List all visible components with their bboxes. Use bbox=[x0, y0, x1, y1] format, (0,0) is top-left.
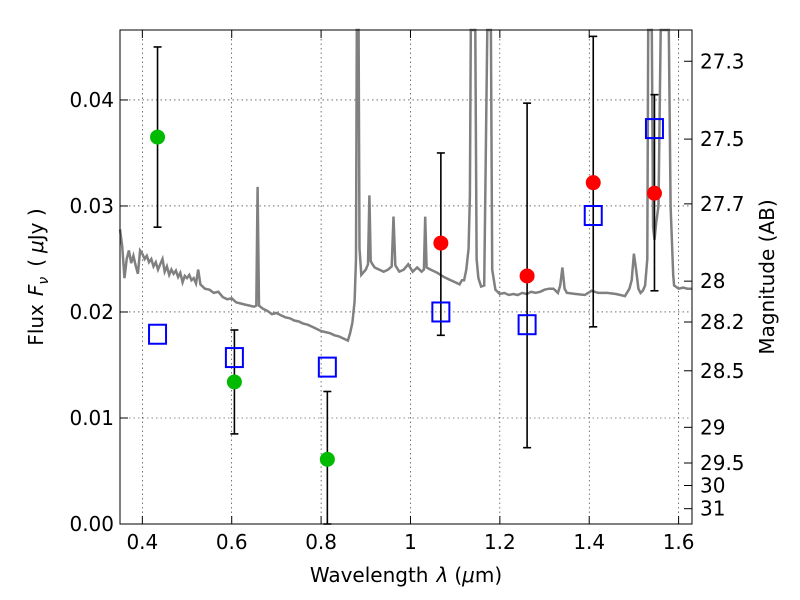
data-point-circle bbox=[646, 185, 662, 201]
data-point-square bbox=[517, 314, 537, 336]
y2-tick-label: 28.5 bbox=[700, 359, 745, 383]
data-point-circle bbox=[319, 451, 335, 467]
y2-tick-label: 27.5 bbox=[700, 127, 745, 151]
spectrum-layer bbox=[118, 28, 692, 343]
y2-tick-label: 27.3 bbox=[700, 49, 745, 73]
errorbar-layer bbox=[153, 35, 659, 525]
marker-layer bbox=[148, 118, 664, 467]
y2-axis-label: Magnitude (AB) bbox=[755, 199, 779, 354]
y2-tick-label: 28.2 bbox=[700, 310, 745, 334]
data-point-circle bbox=[519, 268, 535, 284]
x-tick-label: 1.2 bbox=[484, 530, 516, 554]
y-tick-label: 0.01 bbox=[69, 406, 114, 430]
y2-tick-label: 29 bbox=[700, 415, 725, 439]
data-point-square bbox=[148, 323, 168, 345]
data-point-square bbox=[644, 118, 664, 140]
y-tick-label: 0.00 bbox=[69, 512, 114, 536]
y-axis-ticks: 0.00 0.01 0.02 0.03 0.04 bbox=[69, 88, 128, 536]
y2-tick-label: 27.7 bbox=[700, 192, 745, 216]
x-axis-ticks: 0.4 0.6 0.8 1 1.2 1.4 1.6 bbox=[126, 30, 695, 554]
y-tick-label: 0.03 bbox=[69, 194, 114, 218]
y2-tick-label: 29.5 bbox=[700, 451, 745, 475]
data-point-square bbox=[224, 347, 244, 369]
y-tick-label: 0.04 bbox=[69, 88, 114, 112]
x-tick-label: 0.6 bbox=[216, 530, 248, 554]
y2-tick-label: 28 bbox=[700, 269, 725, 293]
data-point-square bbox=[583, 205, 603, 227]
data-point-square bbox=[431, 301, 451, 323]
data-point-circle bbox=[226, 374, 242, 390]
y-axis-label: FluxFν(μJy ) bbox=[24, 208, 52, 345]
x-tick-label: 1.4 bbox=[573, 530, 605, 554]
spectrum-line bbox=[118, 28, 692, 343]
data-point-circle bbox=[433, 235, 449, 251]
grid bbox=[120, 30, 692, 525]
plot-frame bbox=[119, 29, 693, 525]
data-point-square bbox=[317, 356, 337, 378]
y2-tick-label: 30 bbox=[700, 474, 725, 498]
y-tick-label: 0.02 bbox=[69, 300, 114, 324]
y2-tick-label: 31 bbox=[700, 497, 725, 521]
x-tick-label: 0.8 bbox=[305, 530, 337, 554]
x-tick-label: 1.6 bbox=[663, 530, 695, 554]
x-tick-label: 0.4 bbox=[126, 530, 158, 554]
x-tick-label: 1 bbox=[404, 530, 417, 554]
data-point-circle bbox=[585, 175, 601, 191]
data-point-circle bbox=[150, 129, 166, 145]
x-axis-label: Wavelength λ (μm) bbox=[310, 563, 502, 587]
